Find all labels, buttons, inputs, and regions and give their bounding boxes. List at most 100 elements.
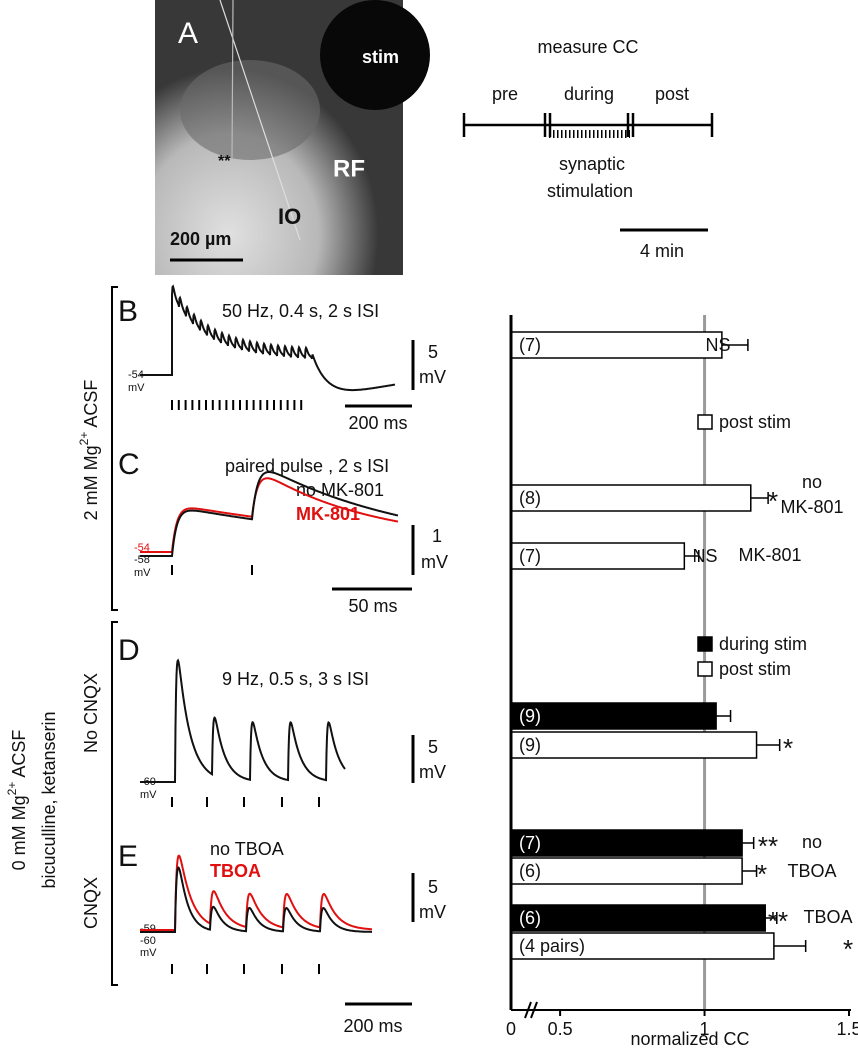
- legend-label: no MK-801: [296, 480, 384, 500]
- x-tick-label: 0: [506, 1019, 516, 1039]
- bar: [510, 857, 743, 885]
- vm-label: mV: [140, 947, 157, 959]
- scale-label: 200 ms: [348, 413, 407, 433]
- error-bar: [742, 865, 758, 877]
- pipette: [231, 0, 234, 161]
- trace: [140, 658, 346, 783]
- bar-label: (6): [519, 861, 541, 881]
- bracket: [111, 286, 118, 611]
- condition-note: TBOA: [803, 907, 852, 927]
- error-bar: [742, 837, 755, 849]
- legend-label: post stim: [719, 659, 791, 679]
- bar: [510, 484, 752, 512]
- significance: *: [757, 859, 767, 889]
- scale-label: 200 ms: [343, 1016, 402, 1036]
- scale-label: 200 µm: [170, 229, 231, 249]
- bracket: [111, 621, 118, 986]
- protocol-label: paired pulse , 2 s ISI: [225, 456, 389, 476]
- bar: [510, 731, 758, 759]
- panel-label: A: [178, 17, 198, 50]
- label-part: ACSF: [9, 730, 29, 782]
- x-axis-label: normalized CC: [630, 1029, 749, 1049]
- vm-label: mV: [128, 382, 145, 394]
- scale-label: mV: [419, 762, 446, 782]
- scale-label: mV: [419, 902, 446, 922]
- micrograph-texture: [180, 60, 320, 160]
- scale-label: 5: [428, 342, 438, 362]
- error-bar: [750, 492, 769, 504]
- significance: NS: [692, 546, 717, 566]
- bar-label: (8): [519, 488, 541, 508]
- panel-label: C: [118, 448, 140, 481]
- condition-note: MK-801: [738, 545, 801, 565]
- significance: NS: [705, 335, 730, 355]
- legend-label: during stim: [719, 634, 807, 654]
- label-part: 0 mM Mg: [9, 795, 29, 870]
- trace: [140, 854, 372, 931]
- bar: [510, 904, 766, 932]
- significance: **: [768, 906, 788, 936]
- legend-swatch: [697, 636, 713, 652]
- image-label: **: [218, 153, 231, 170]
- stim-label: stimulation: [547, 181, 633, 201]
- bar-label: (7): [519, 833, 541, 853]
- x-tick-label: 1.5: [836, 1019, 858, 1039]
- condition-label: bicuculline, ketanserin: [39, 711, 59, 888]
- panel-label: D: [118, 634, 140, 667]
- condition-label: CNQX: [81, 877, 101, 929]
- bar-label: (4 pairs): [519, 936, 585, 956]
- timeline-title: measure CC: [537, 37, 638, 57]
- protocol-label: 50 Hz, 0.4 s, 2 s ISI: [222, 301, 379, 321]
- axis-break: [524, 1001, 538, 1019]
- scale-label: mV: [419, 367, 446, 387]
- trace: [140, 866, 372, 933]
- bar: [510, 542, 686, 570]
- bar: [510, 932, 775, 960]
- legend-swatch: [697, 414, 713, 430]
- vm-label: mV: [134, 567, 151, 579]
- scale-label: mV: [421, 552, 448, 572]
- error-bar: [756, 739, 781, 751]
- phase-label: pre: [492, 84, 518, 104]
- condition-label: No CNQX: [81, 673, 101, 753]
- scale-label: 5: [428, 737, 438, 757]
- brackets: [111, 286, 118, 986]
- bar-label: (9): [519, 706, 541, 726]
- legend-swatch: [697, 661, 713, 677]
- significance: *: [768, 486, 778, 516]
- trace: [140, 284, 396, 392]
- panel-label: B: [118, 295, 138, 328]
- vm-label: -59: [140, 923, 156, 935]
- vm-label: -54: [128, 369, 144, 381]
- error-bar: [716, 710, 732, 722]
- phase-label: during: [564, 84, 614, 104]
- label-part: 2+: [5, 782, 19, 796]
- condition-note: MK-801: [780, 497, 843, 517]
- x-tick-label: 0.5: [548, 1019, 573, 1039]
- scale-label: 5: [428, 877, 438, 897]
- bar-label: (9): [519, 735, 541, 755]
- error-bar: [721, 339, 749, 351]
- legend-label: TBOA: [210, 861, 261, 881]
- bar: [510, 829, 743, 857]
- phase-label: post: [655, 84, 689, 104]
- panel-a: A stim RF IO ** 200 µm: [155, 0, 430, 275]
- bar: [510, 702, 717, 730]
- error-bar: [684, 550, 700, 562]
- significance: *: [843, 934, 853, 964]
- condition-note: TBOA: [787, 861, 836, 881]
- bar: [510, 331, 723, 359]
- scale-label: 4 min: [640, 241, 684, 261]
- image-label: IO: [278, 204, 301, 229]
- trace: [140, 471, 399, 557]
- vm-label: -54: [134, 542, 150, 554]
- image-label: RF: [333, 155, 365, 182]
- scale-label: 50 ms: [348, 596, 397, 616]
- stim-label: synaptic: [559, 154, 625, 174]
- significance: **: [758, 831, 778, 861]
- condition-note: no: [802, 832, 822, 852]
- panel-label: E: [118, 840, 138, 873]
- label-part: ACSF: [81, 380, 101, 432]
- error-bar: [773, 940, 807, 952]
